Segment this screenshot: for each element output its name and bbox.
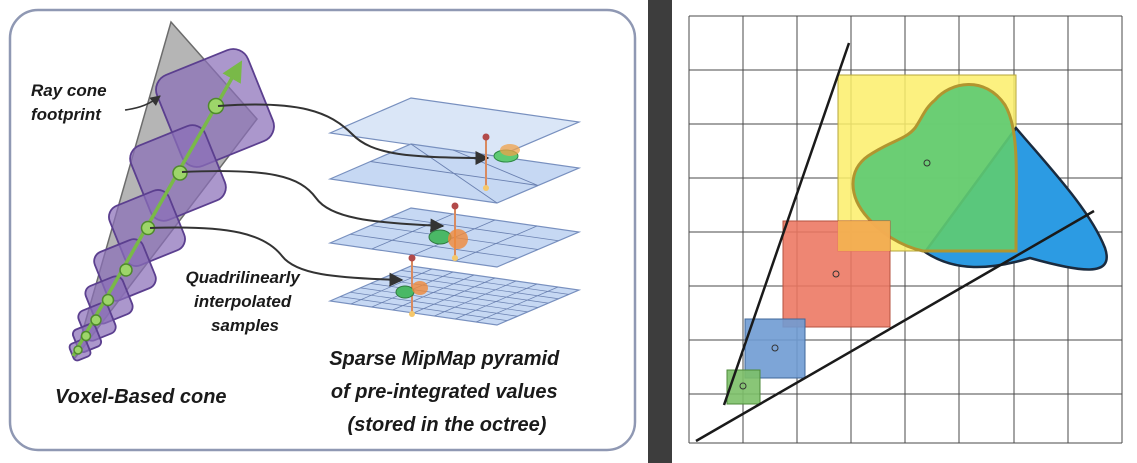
mip-grid-line xyxy=(475,286,559,323)
yellow-overlap xyxy=(838,221,890,251)
sample-center xyxy=(923,159,931,167)
mip-level-2 xyxy=(327,143,582,204)
sample-dot xyxy=(73,345,83,355)
mapping-arrow xyxy=(217,103,490,165)
sample-dot xyxy=(80,330,92,342)
panel-divider xyxy=(648,0,672,463)
samples-label: Quadrilinearly interpolated samples xyxy=(185,268,304,335)
right-panel xyxy=(672,0,1137,463)
sample-dots xyxy=(73,97,225,355)
mip-grid-line xyxy=(400,270,569,295)
pyramid-label: Sparse MipMap pyramid of pre-integrated … xyxy=(329,348,565,436)
blue-sample-square xyxy=(744,318,806,379)
probe-top xyxy=(482,133,520,191)
mip-grid-line xyxy=(413,277,496,314)
ray-cone-label: Ray cone footprint xyxy=(31,81,111,124)
mip-grid-line xyxy=(434,280,517,317)
sample-dot xyxy=(90,314,102,326)
sample-center xyxy=(832,270,840,278)
mapping-arrow xyxy=(149,226,404,287)
sample-dot xyxy=(172,165,188,181)
cone-label: Voxel-Based cone xyxy=(55,386,227,408)
green-sample-square xyxy=(726,369,761,405)
sample-center xyxy=(739,382,747,390)
mapping-arrow xyxy=(181,170,445,233)
mapping-arrows xyxy=(149,103,490,287)
sample-center xyxy=(771,344,779,352)
sample-dot xyxy=(101,293,115,307)
mip-grid-line xyxy=(455,225,538,262)
mip-grid-line xyxy=(390,216,559,242)
sample-dot xyxy=(119,263,133,277)
mip-grid-line xyxy=(390,274,559,300)
footprint-pointer xyxy=(124,95,161,111)
mip-grid-line xyxy=(380,278,549,304)
mip-grid-line xyxy=(455,283,538,320)
left-panel: Ray cone footprint Quadrilinearly interp… xyxy=(8,8,637,452)
probe-bottom xyxy=(395,254,428,317)
cone-edge-upper xyxy=(722,42,851,406)
probe-middle xyxy=(428,202,468,261)
cone-edge-lower xyxy=(695,209,1095,443)
